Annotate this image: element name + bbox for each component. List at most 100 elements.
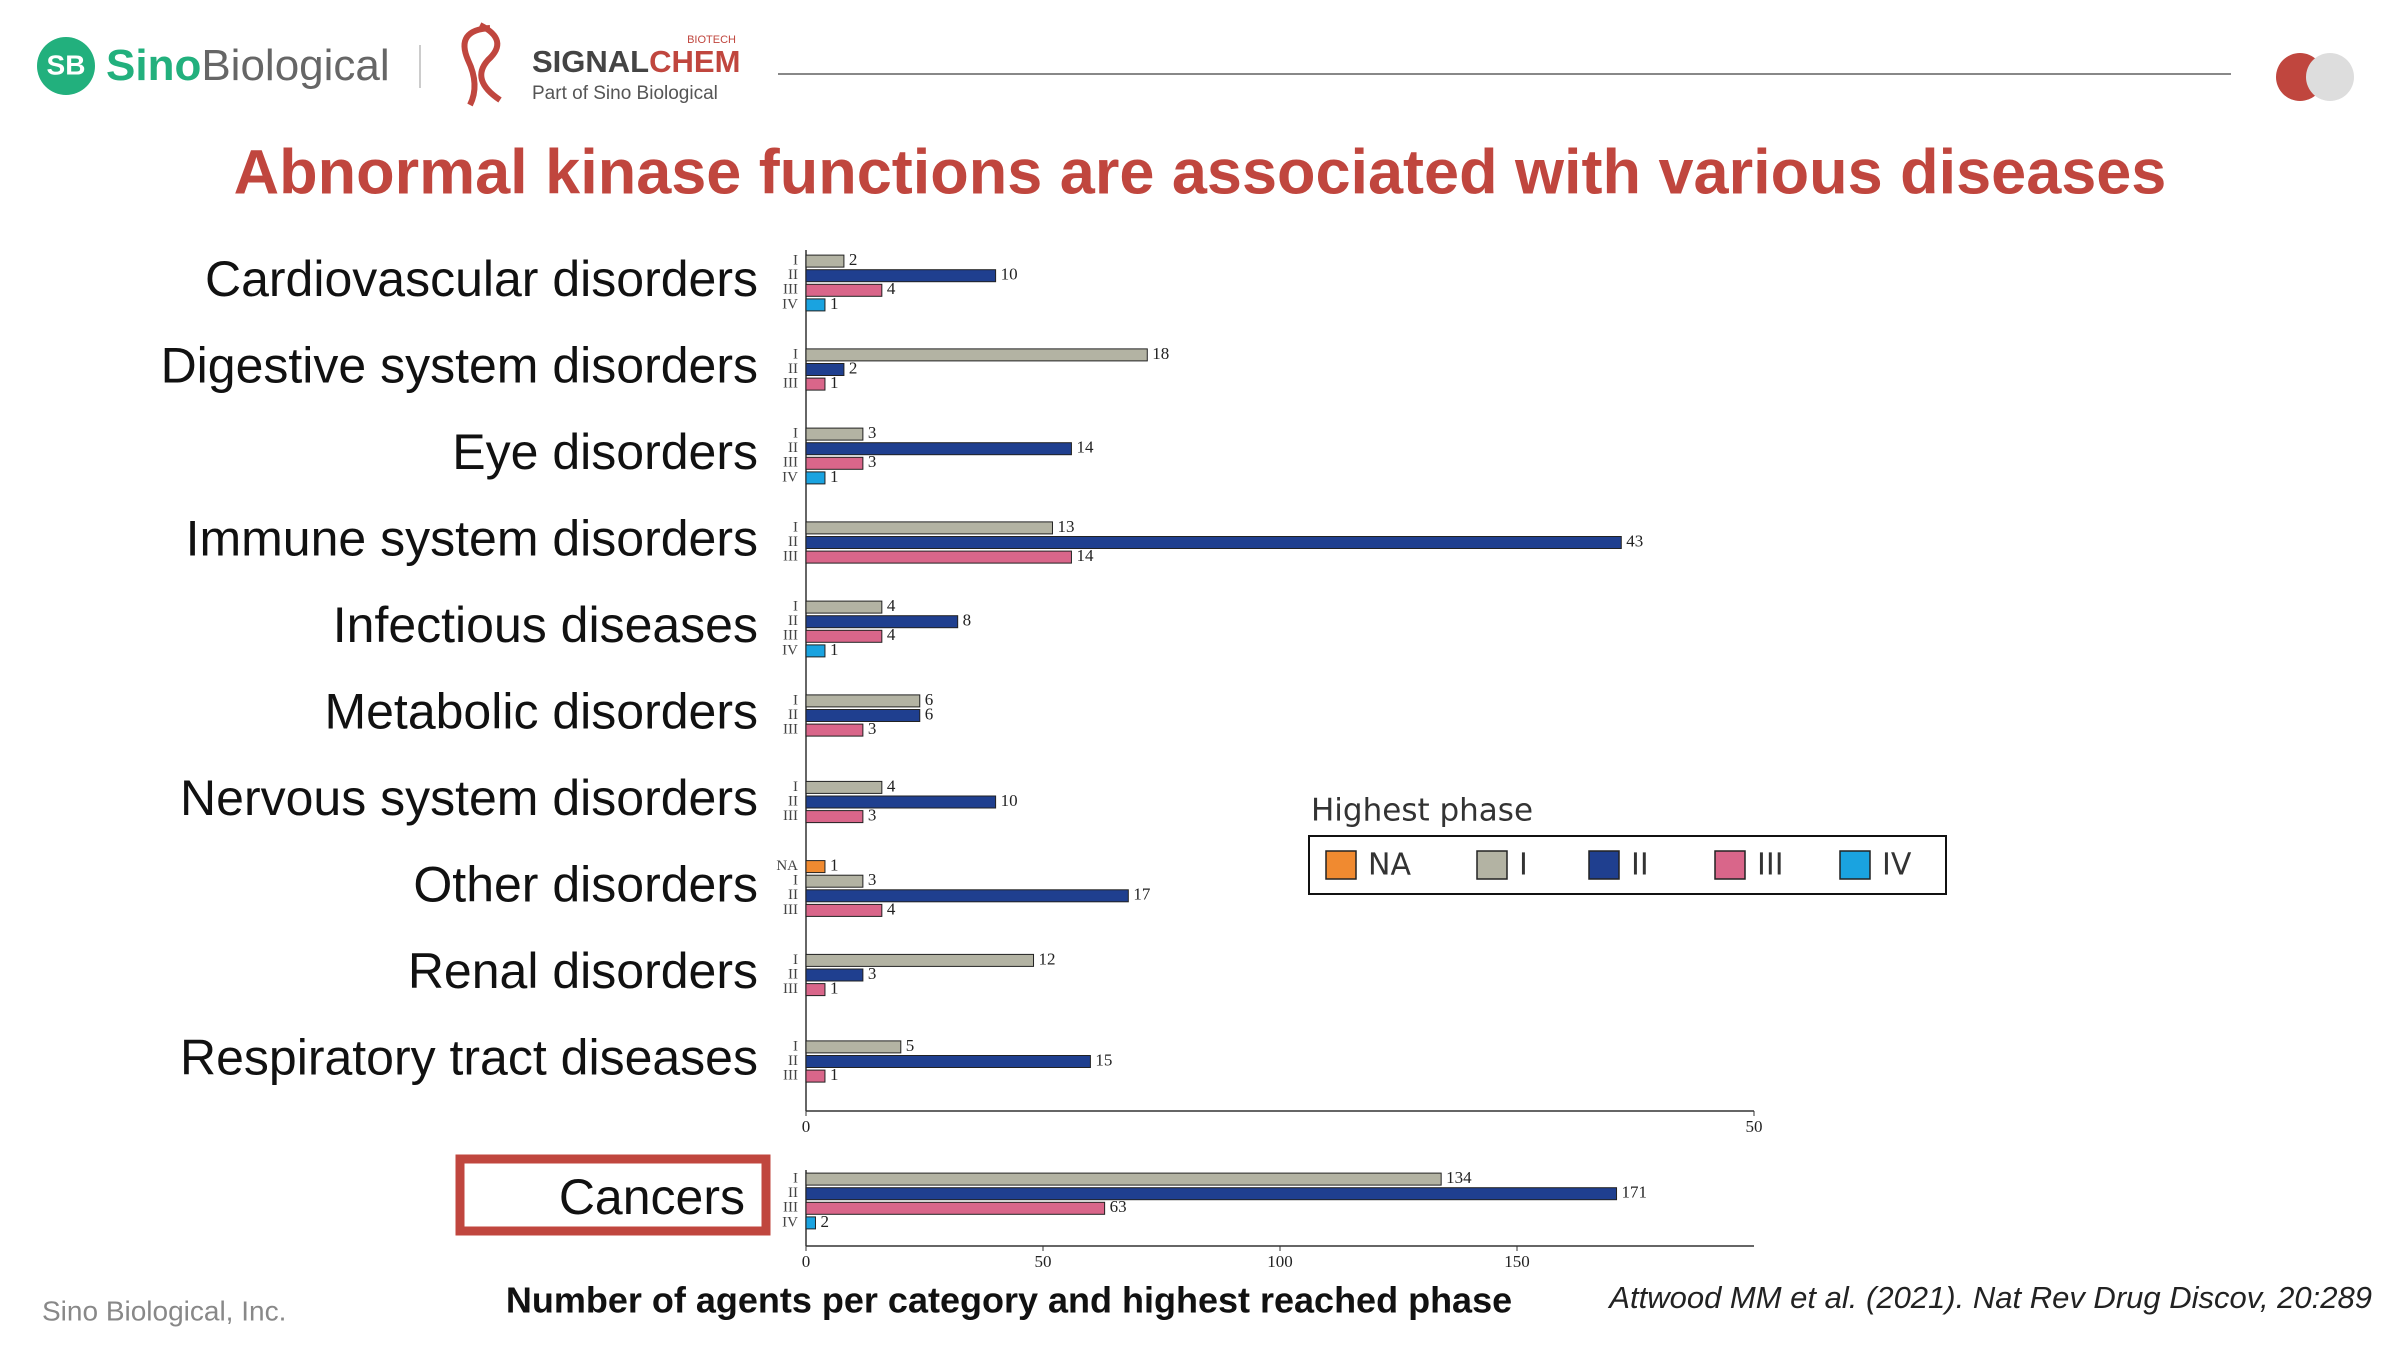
bar [805,723,864,737]
x-tick-label: 0 [802,1252,811,1271]
phase-label: II [788,534,798,550]
highlight-box [455,1154,771,1236]
x-tick-label: 150 [1504,1252,1530,1271]
phase-label: I [793,873,798,889]
value-label: 4 [887,776,896,795]
bar [805,1187,1618,1201]
bar [805,694,921,708]
legend-swatch [1714,850,1746,880]
category-label: Respiratory tract diseases [180,1030,758,1086]
phase-label: III [783,722,798,738]
x-tick-label: 50 [1746,1117,1763,1136]
phase-label: II [788,1053,798,1069]
bar [805,795,997,809]
value-label: 6 [925,690,934,709]
bar [805,889,1129,903]
value-label: 2 [849,358,858,377]
phase-label: III [783,549,798,565]
category-label: Other disorders [413,857,758,913]
bar [805,298,826,312]
brand: SinoBiological [106,41,390,90]
x-tick-label: 50 [1035,1252,1052,1271]
value-label: 12 [1039,949,1056,968]
category-label: Infectious diseases [333,597,758,653]
phase-label: II [788,707,798,723]
bar [805,968,864,982]
bar [805,615,959,629]
bar [805,1216,816,1230]
value-label: 2 [849,250,858,269]
legend-swatch [1325,850,1357,880]
value-label: 15 [1095,1050,1112,1069]
phase-label: III [783,282,798,298]
value-label: 4 [887,279,896,298]
legend-label: I [1519,848,1528,883]
partner-tag: BIOTECH [687,34,736,46]
logo-mark: SB [47,49,86,80]
value-label: 63 [1110,1197,1127,1216]
bar [805,377,826,391]
value-label: 1 [830,856,839,875]
phase-label: II [788,361,798,377]
bar [805,810,864,824]
logo-circle [37,37,95,95]
value-label: 1 [830,979,839,998]
value-label: 4 [887,625,896,644]
value-label: 3 [868,423,877,442]
value-label: 4 [887,596,896,615]
partner-first: SIGNAL [532,44,649,79]
partner-second: CHEM [649,44,740,79]
legend-label: NA [1368,848,1411,883]
brand-first: Sino [106,41,201,90]
value-label: 10 [1001,265,1018,284]
citation: Attwood MM et al. (2021). Nat Rev Drug D… [1607,1280,2372,1315]
bar [805,983,826,997]
phase-label: IV [782,469,798,485]
bar [805,363,845,376]
legend-swatch [1588,850,1620,880]
category-label: Metabolic disorders [324,684,758,740]
value-label: 3 [868,719,877,738]
value-label: 134 [1446,1168,1472,1187]
value-label: 17 [1133,885,1151,904]
bar [805,860,826,874]
value-label: 1 [830,1065,839,1084]
bar [805,442,1072,456]
category-label: Immune system disorders [186,511,758,567]
bar [805,780,883,794]
phase-label: III [783,902,798,918]
bar [805,874,864,888]
phase-label: I [793,426,798,442]
phase-label: NA [776,858,798,874]
value-label: 3 [868,452,877,471]
bar [805,456,864,470]
bar [805,348,1148,362]
phase-label: II [788,613,798,629]
legend-label: III [1757,848,1784,883]
value-label: 171 [1622,1183,1648,1202]
x-tick-label: 100 [1267,1252,1293,1271]
phase-label: I [793,952,798,968]
phase-label: III [783,1068,798,1084]
phase-label: I [793,599,798,615]
legend-swatch [1476,850,1508,880]
phase-label: II [788,440,798,456]
bar [805,471,826,485]
value-label: 3 [868,964,877,983]
bar [805,521,1053,535]
category-label: Cancers [559,1169,745,1225]
partner-mark [461,22,502,107]
phase-label: IV [782,296,798,312]
bar [805,644,826,658]
value-label: 10 [1001,791,1018,810]
value-label: 1 [830,640,839,659]
category-label: Digestive system disorders [161,338,758,394]
value-label: 8 [963,611,972,630]
bar [805,903,883,917]
value-label: 14 [1076,438,1094,457]
value-label: 6 [925,704,934,723]
category-label: Eye disorders [452,424,758,480]
phase-label: IV [782,642,798,658]
phase-label: III [783,808,798,824]
